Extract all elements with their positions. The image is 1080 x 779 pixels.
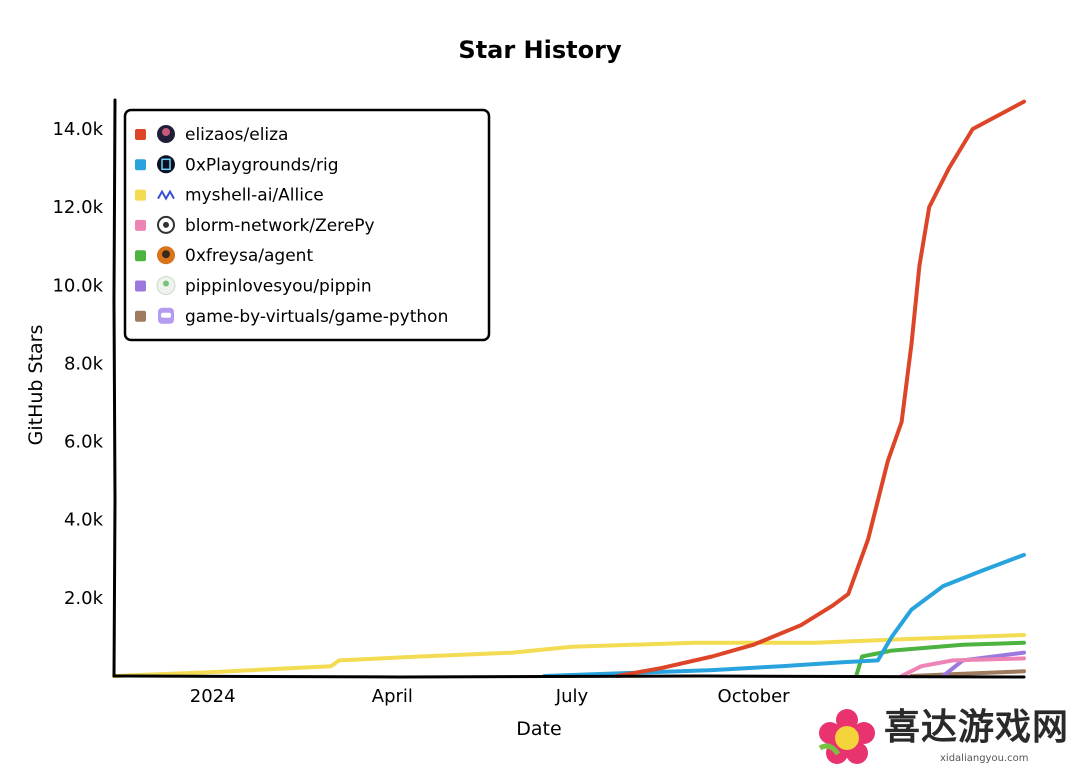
x-axis	[112, 674, 1026, 679]
x-tick-label: October	[718, 686, 791, 707]
zerepy-logo-icon	[157, 215, 175, 234]
watermark-site-name: 喜达游戏网	[884, 707, 1070, 748]
y-tick-label: 4.0k	[64, 510, 104, 531]
freysa-avatar-icon	[157, 246, 175, 265]
legend-swatch	[135, 219, 146, 231]
legend-label: game-by-virtuals/game-python	[185, 307, 448, 327]
legend-label: pippinlovesyou/pippin	[185, 277, 372, 297]
x-tick-label: April	[372, 686, 413, 707]
legend-swatch	[135, 250, 146, 262]
flower-logo-icon	[818, 709, 875, 764]
legend-swatch	[135, 129, 146, 140]
series-line	[542, 552, 1026, 678]
y-axis	[112, 98, 117, 678]
legend-box	[123, 108, 491, 342]
eliza-avatar-icon	[157, 125, 175, 143]
legend: elizaos/eliza 0xPlaygrounds/rig myshell-ai…	[123, 108, 491, 342]
y-tick-label: 10.0k	[52, 275, 103, 296]
y-tick-label: 8.0k	[64, 353, 104, 374]
axes	[112, 98, 1026, 679]
legend-label: myshell-ai/Allice	[185, 186, 324, 206]
legend-label: blorm-network/ZerePy	[185, 216, 375, 236]
x-tick-label: July	[555, 686, 589, 707]
series-line	[615, 99, 1026, 678]
pippin-logo-icon	[156, 276, 176, 295]
series-line	[899, 656, 1026, 678]
legend-label: 0xPlaygrounds/rig	[185, 155, 339, 175]
watermark-site-url: xidaliangyou.com	[940, 753, 1029, 764]
rig-logo-icon	[157, 155, 175, 174]
series-layer	[112, 99, 1026, 678]
legend-swatch	[135, 280, 146, 292]
x-axis-title: Date	[516, 718, 561, 740]
x-tick-label: 2024	[190, 686, 236, 707]
legend-label: elizaos/eliza	[185, 125, 288, 145]
legend-swatch	[135, 189, 146, 201]
legend-swatch	[135, 159, 146, 171]
y-tick-label: 2.0k	[64, 588, 104, 609]
legend-swatch	[135, 310, 146, 322]
chart-title: Star History	[458, 36, 622, 64]
game-logo-icon	[158, 307, 174, 324]
y-axis-title: GitHub Stars	[25, 325, 47, 446]
watermark: 喜达游戏网 xidaliangyou.com	[812, 686, 1080, 779]
y-tick-label: 12.0k	[52, 197, 103, 218]
y-ticks: 2.0k 4.0k 6.0k 8.0k 10.0k 12.0k 14.0k	[52, 119, 103, 609]
series-line	[112, 633, 1026, 678]
legend-items: elizaos/eliza 0xPlaygrounds/rig myshell-ai…	[135, 125, 448, 327]
y-tick-label: 14.0k	[52, 119, 103, 140]
myshell-logo-icon	[157, 189, 175, 201]
y-tick-label: 6.0k	[64, 432, 104, 453]
legend-label: 0xfreysa/agent	[185, 246, 313, 266]
